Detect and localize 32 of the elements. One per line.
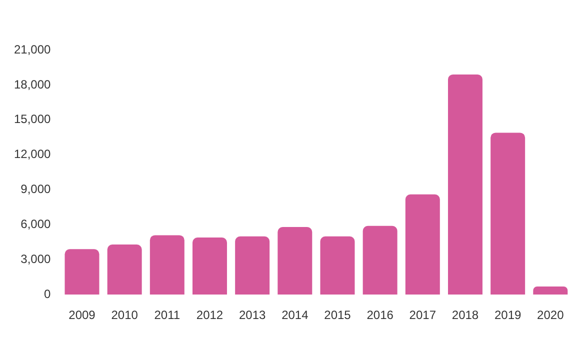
bar [320, 236, 355, 295]
x-tick-label: 2017 [409, 308, 436, 322]
x-tick-label: 2013 [238, 308, 266, 322]
x-tick-label: 2015 [324, 308, 352, 322]
bar [533, 286, 568, 295]
bar [490, 132, 526, 295]
bar [235, 236, 270, 295]
bar [150, 235, 184, 295]
x-tick-label: 2010 [111, 308, 138, 322]
bar [362, 226, 398, 295]
bar [107, 244, 142, 295]
y-tick-label: 6,000 [20, 217, 52, 232]
y-tick-label: 3,000 [20, 252, 52, 266]
y-tick-label: 12,000 [14, 147, 52, 162]
y-tick-label: 18,000 [14, 77, 52, 92]
x-tick-label: 2012 [196, 308, 224, 322]
bar [192, 238, 227, 295]
x-tick-label: 2009 [68, 308, 96, 322]
y-tick-label: 21,000 [14, 42, 52, 56]
x-tick-label: 2014 [282, 308, 309, 322]
x-tick-label: 2018 [452, 308, 479, 322]
x-tick-label: 2020 [537, 308, 564, 322]
x-tick-label: 2011 [154, 308, 180, 322]
y-tick-label: 0 [44, 286, 52, 301]
bar [448, 74, 482, 295]
x-tick-label: 2019 [494, 308, 522, 322]
y-tick-label: 9,000 [20, 182, 52, 196]
y-tick-label: 15,000 [14, 112, 52, 126]
bar [278, 227, 312, 295]
x-tick-label: 2016 [366, 308, 394, 322]
bar [405, 194, 440, 295]
bar [64, 249, 100, 295]
